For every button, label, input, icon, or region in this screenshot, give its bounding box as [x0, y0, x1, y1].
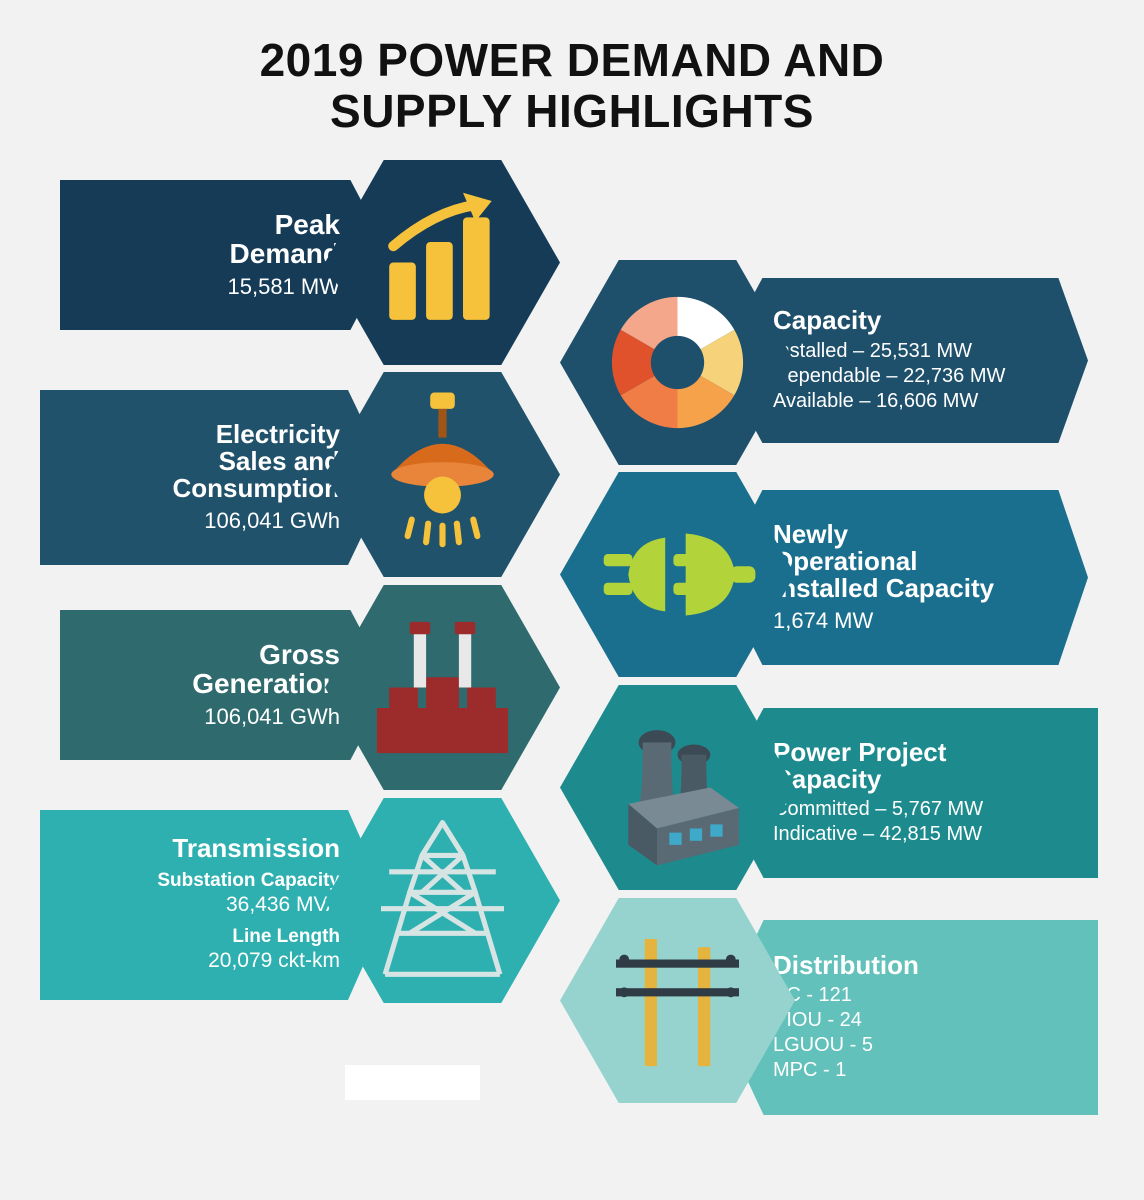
- power-project-line2: Indicative – 42,815 MW: [773, 822, 1078, 847]
- capacity-line1: Installed – 25,531 MW: [773, 339, 1068, 364]
- title-line-1: 2019 POWER DEMAND AND: [0, 35, 1144, 86]
- peak-demand-hex: [325, 160, 560, 365]
- transmission-sub2-label: Line Length: [232, 925, 340, 949]
- distribution-line3: LGUOU - 5: [773, 1033, 1078, 1058]
- sales-consumption-title: Electricity Sales and Consumption: [172, 421, 340, 503]
- sales-hex: [325, 372, 560, 577]
- power-project-line1: Committed – 5,767 MW: [773, 797, 1078, 822]
- newly-operational-value: 1,674 MW: [773, 607, 1068, 635]
- gross-gen-hex: [325, 585, 560, 790]
- distribution-line1: EC - 121: [773, 983, 1078, 1008]
- transmission-sub2-value: 20,079 ckt-km: [208, 948, 340, 974]
- newly-operational-title: Newly Operational Installed Capacity: [773, 521, 1068, 603]
- ceiling-lamp-icon: [325, 372, 560, 577]
- sales-consumption-value: 106,041 GWh: [204, 507, 340, 535]
- power-project-title: Power Project Capacity: [773, 739, 1078, 794]
- blank-patch: [345, 1065, 480, 1100]
- distribution-line4: MPC - 1: [773, 1058, 1078, 1083]
- bar-chart-up-icon: [325, 160, 560, 365]
- capacity-line3: Available – 16,606 MW: [773, 389, 1068, 414]
- title-line-2: SUPPLY HIGHLIGHTS: [0, 86, 1144, 137]
- capacity-title: Capacity: [773, 307, 1068, 334]
- distribution-title: Distribution: [773, 952, 1078, 979]
- infographic-canvas: Peak Demand 15,581 MW Electricity Sales …: [0, 160, 1144, 1200]
- transmission-sub1-label: Substation Capacity: [157, 869, 340, 893]
- peak-demand-value: 15,581 MW: [228, 273, 341, 301]
- power-station-icon: [325, 585, 560, 790]
- distribution-line2: PIOU - 24: [773, 1008, 1078, 1033]
- transmission-title: Transmission: [172, 835, 340, 862]
- capacity-line2: Dependable – 22,736 MW: [773, 364, 1068, 389]
- peak-demand-title: Peak Demand: [230, 210, 340, 269]
- transmission-sub1-value: 36,436 MVA: [226, 892, 340, 918]
- gross-generation-value: 106,041 GWh: [204, 703, 340, 731]
- gross-generation-title: Gross Generation: [192, 640, 340, 699]
